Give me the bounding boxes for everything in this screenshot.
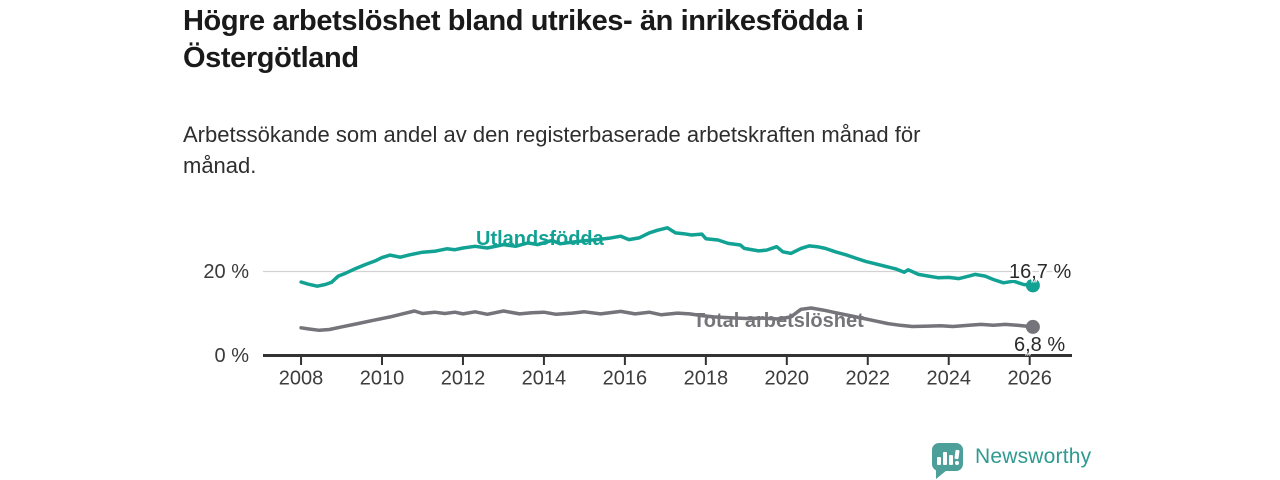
x-tick-label-2016: 2016 [603,368,648,390]
bar-chart-icon [932,443,963,471]
series-label-total-arbetsloshet: Total arbetslöshet [693,310,864,332]
x-tick-label-2018: 2018 [684,368,729,390]
page-title-line-1: Högre arbetslöshet bland utrikes- än inr… [183,5,864,37]
end-dot-utlandsfodda [1025,278,1040,293]
page-subtitle-line-2: månad. [183,153,257,178]
x-tick-label-2008: 2008 [279,368,324,390]
y-axis-label-0: 0 % [214,345,249,367]
series-line-utlandsfodda [299,226,1035,288]
series-line-total [299,306,1035,333]
y-axis-label-20: 20 % [203,261,249,283]
exclamation-icon [953,449,960,465]
page-subtitle-line-1: Arbetssökande som andel av den registerb… [183,122,921,147]
newsworthy-logo: Newsworthy [932,443,1092,479]
page-title: Högre arbetslöshet bland utrikes- än inr… [183,3,864,77]
page-subtitle: Arbetssökande som andel av den registerb… [183,119,920,181]
x-tick-label-2022: 2022 [846,368,891,390]
x-tick-label-2026: 2026 [1007,368,1052,390]
x-tick-label-2024: 2024 [926,368,971,390]
page-title-line-2: Östergötland [183,42,359,74]
speech-bubble-tail [936,470,947,479]
x-tick-label-2020: 2020 [765,368,810,390]
end-value-label-total: 6,8 % [1014,334,1066,356]
newsworthy-logo-text: Newsworthy [975,445,1092,468]
series-label-utlandsfodda: Utlandsfödda [476,228,604,250]
end-dot-total [1025,319,1040,334]
end-value-label-utlandsfodda: 16,7 % [1009,261,1072,283]
x-tick-label-2014: 2014 [522,368,567,390]
x-tick-label-2012: 2012 [441,368,486,390]
newsworthy-logo-icon [932,443,963,479]
x-tick-label-2010: 2010 [360,368,405,390]
